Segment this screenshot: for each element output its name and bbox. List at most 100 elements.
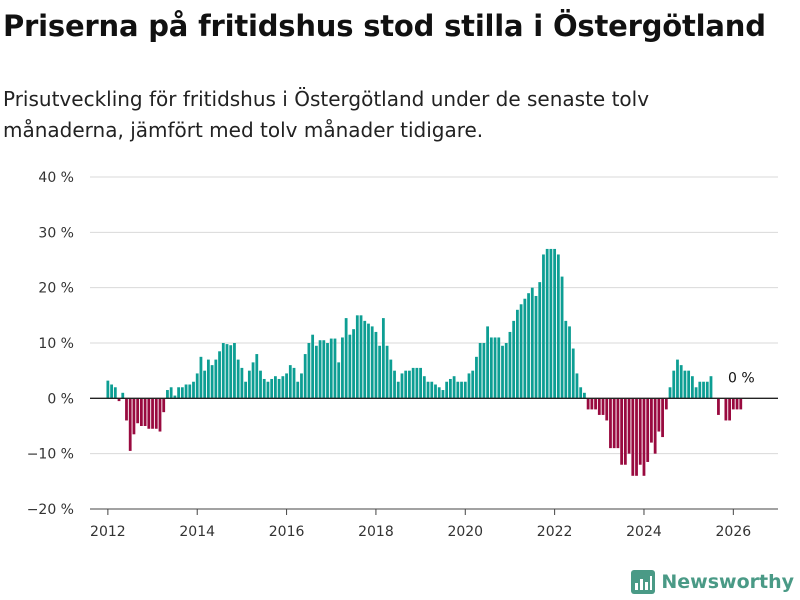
bar (244, 381, 248, 399)
bar (434, 384, 437, 399)
bar (274, 376, 277, 399)
bar (333, 338, 337, 399)
bar (560, 276, 564, 399)
x-tick-label: 2016 (269, 524, 305, 540)
x-tick-label: 2020 (447, 524, 483, 540)
bar (448, 378, 452, 399)
bar (337, 362, 341, 399)
y-tick-label: 10 % (38, 336, 74, 352)
bar (583, 392, 586, 399)
bar (661, 398, 664, 438)
bar (467, 373, 471, 399)
bar (177, 387, 180, 399)
bar (687, 370, 691, 399)
bar (381, 318, 385, 399)
bar (326, 343, 329, 399)
bar (456, 381, 460, 399)
x-tick-label: 2024 (626, 524, 662, 540)
bar (355, 315, 359, 399)
bar (173, 395, 177, 399)
bar (240, 367, 244, 399)
bar (579, 387, 583, 399)
bar (493, 337, 497, 399)
bar (184, 384, 188, 399)
bar (318, 340, 322, 399)
y-tick-label: 0 % (47, 391, 74, 407)
bar (143, 398, 147, 426)
bar (668, 387, 672, 399)
bar (609, 398, 612, 449)
bar (363, 320, 367, 399)
bar (195, 373, 199, 399)
bar (475, 356, 478, 399)
bar (556, 254, 560, 399)
bar (132, 398, 136, 435)
bar (322, 340, 326, 399)
bar (404, 370, 408, 399)
bar (426, 381, 430, 399)
bar (192, 381, 195, 399)
bar (385, 345, 389, 399)
bar (523, 298, 527, 399)
bar (612, 398, 616, 449)
bar (676, 359, 679, 399)
bar (359, 315, 363, 399)
bar (739, 398, 743, 410)
y-tick-label: −10 % (27, 447, 74, 463)
bar (527, 293, 530, 399)
bar (214, 359, 218, 399)
bar (139, 398, 143, 426)
bar (288, 365, 292, 399)
bar (199, 356, 203, 399)
y-tick-label: 30 % (38, 225, 74, 241)
bar (314, 345, 318, 399)
bar (389, 359, 393, 399)
bar (717, 398, 720, 415)
bar (724, 398, 728, 421)
chart-title: Priserna på fritidshus stod stilla i Öst… (3, 9, 766, 43)
brand-logo: Newsworthy (631, 570, 794, 594)
bar (489, 337, 493, 399)
bar (638, 398, 642, 465)
bar (110, 384, 113, 399)
x-tick-label: 2018 (358, 524, 394, 540)
bar (504, 343, 508, 399)
bar (452, 376, 456, 399)
bar (151, 398, 154, 429)
bar (460, 381, 463, 399)
bar (247, 370, 251, 399)
bar (136, 398, 140, 424)
chart-subtitle: Prisutveckling för fritidshus i Östergöt… (3, 87, 650, 142)
bar (463, 381, 467, 399)
bar (657, 398, 661, 432)
bar (147, 398, 151, 429)
bar (545, 248, 549, 399)
bar (121, 392, 125, 399)
bar (441, 390, 445, 399)
bar (251, 362, 255, 399)
bar (300, 373, 303, 399)
bar (125, 398, 128, 421)
bar (367, 323, 370, 399)
x-tick-label: 2026 (716, 524, 752, 540)
y-tick-label: 40 % (38, 170, 74, 186)
bar (203, 370, 207, 399)
bar (553, 248, 557, 399)
bar (266, 381, 270, 399)
bar (486, 326, 489, 399)
bar (180, 387, 184, 399)
bar (166, 390, 169, 399)
bar (154, 398, 158, 429)
bar (341, 337, 344, 399)
bar (653, 398, 657, 454)
bar (236, 359, 240, 399)
bar (471, 370, 475, 399)
bar (497, 337, 501, 399)
bar (571, 348, 575, 399)
bar (348, 334, 352, 399)
bar (408, 370, 411, 399)
bar (393, 370, 396, 399)
bar (519, 304, 523, 399)
y-tick-label: −20 % (27, 502, 74, 518)
bar (374, 331, 378, 399)
